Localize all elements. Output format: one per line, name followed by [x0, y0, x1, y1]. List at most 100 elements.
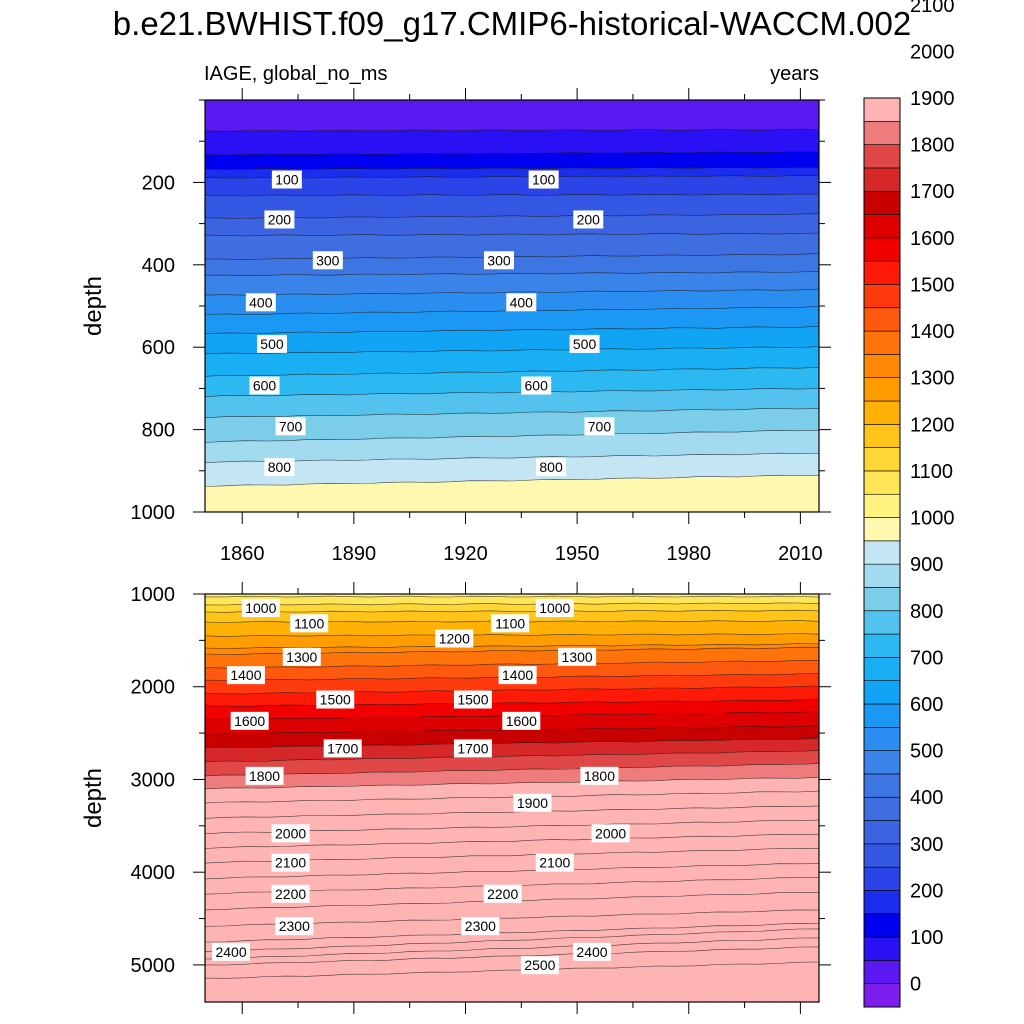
contour-label: 1500 — [453, 690, 492, 709]
contour-label: 2400 — [573, 942, 612, 961]
plot-frame — [204, 593, 820, 1003]
y-tick-label: 600 — [142, 337, 175, 359]
contour-line-2350 — [204, 922, 820, 943]
colorbar-label: 200 — [910, 880, 943, 902]
contour-label-text: 2400 — [576, 944, 607, 960]
contour-line-1550 — [204, 699, 820, 707]
y-tick-label: 800 — [142, 420, 175, 442]
contour-label: 600 — [521, 376, 552, 395]
contour-line-1250 — [204, 633, 820, 637]
x-tick-label: 1860 — [220, 543, 265, 565]
contour-line-2450 — [204, 937, 820, 960]
contour-label-text: 800 — [539, 459, 563, 475]
colorbar-box — [863, 820, 901, 845]
contour-label-text: 1400 — [230, 667, 261, 683]
contour-line-1100 — [204, 602, 820, 606]
contour-label: 700 — [584, 417, 615, 436]
contour-label-text: 300 — [316, 252, 340, 268]
x-tick-label: 1950 — [555, 543, 600, 565]
colorbar-label: 1500 — [910, 274, 955, 296]
contour-line-1700 — [204, 737, 820, 748]
contour-line-2550 — [204, 961, 820, 979]
contour-label-text: 700 — [279, 418, 303, 434]
contour-label-text: 2200 — [487, 886, 518, 902]
contour-label-text: 1300 — [562, 649, 593, 665]
colorbar-label: 1300 — [910, 368, 955, 390]
contour-line-900 — [204, 452, 820, 463]
contour-label: 2200 — [271, 884, 310, 903]
contour-label-text: 2000 — [595, 825, 626, 841]
contour-label-text: 700 — [588, 418, 612, 434]
contour-line-800 — [204, 408, 820, 418]
contour-line-1850 — [204, 776, 820, 790]
colorbar-box — [863, 866, 901, 891]
contour-label: 1300 — [282, 647, 321, 666]
top-panel: 100 100 200 200 300 300 400 400 500 500 600 600 700 7… — [131, 88, 831, 565]
contour-label: 1100 — [290, 614, 329, 633]
colorbar-label: 1800 — [910, 135, 955, 157]
contour-line-1800 — [204, 763, 820, 777]
colorbar-box — [863, 587, 901, 612]
contour-label: 1400 — [498, 666, 537, 685]
colorbar-box — [863, 750, 901, 775]
contour-label-text: 2500 — [524, 957, 555, 973]
contour-line-1050 — [205, 595, 820, 598]
x-tick-label: 1890 — [332, 543, 377, 565]
figure-title: b.e21.BWHIST.f09_g17.CMIP6-historical-WA… — [112, 5, 912, 42]
x-tick-label: 2010 — [778, 543, 823, 565]
contour-line-1750 — [204, 750, 820, 763]
contour-label: 2300 — [275, 917, 314, 936]
colorbar-box — [863, 284, 901, 309]
y-tick-label: 5000 — [131, 955, 176, 977]
colorbar-box — [863, 167, 901, 192]
contour-label: 1100 — [491, 614, 530, 633]
colorbar-box — [863, 260, 901, 285]
colorbar-label: 0 — [910, 974, 921, 996]
contour-line-250 — [204, 193, 820, 197]
contour-label: 1800 — [245, 766, 284, 785]
colorbar-box — [863, 913, 901, 938]
contour-label: 2000 — [591, 824, 630, 843]
y-tick-label: 4000 — [131, 862, 176, 884]
bottom-panel: 1000 1000 1100 1100 1200 1300 1300 1400 1400 1500… — [131, 582, 831, 1014]
colorbar-box — [863, 703, 901, 728]
contour-line-500 — [204, 288, 820, 296]
colorbar-box — [863, 680, 901, 705]
x-tick-label: 1920 — [443, 543, 488, 565]
contour-label-text: 400 — [249, 294, 273, 310]
contour-label: 700 — [275, 417, 306, 436]
colorbar-box — [863, 470, 901, 495]
contour-label-text: 2300 — [465, 918, 496, 934]
contour-line-1500 — [204, 685, 820, 695]
contour-label: 1700 — [453, 739, 492, 758]
contour-label-text: 200 — [268, 211, 292, 227]
contour-label: 500 — [569, 334, 600, 353]
colorbar-box — [863, 330, 901, 355]
colorbar-label: 1100 — [910, 461, 953, 483]
contour-line-1400 — [204, 659, 819, 669]
colorbar-box — [863, 447, 901, 472]
colorbar-box — [863, 540, 901, 565]
contour-label: 1600 — [230, 711, 269, 730]
contour-label: 600 — [249, 376, 280, 395]
colorbar-box — [863, 843, 901, 868]
contour-label-text: 1800 — [584, 768, 615, 784]
contour-label: 1200 — [435, 629, 474, 648]
colorbar-box — [863, 190, 901, 215]
colorbar-label: 100 — [910, 927, 943, 949]
colorbar-box — [863, 610, 901, 635]
contour-label: 1900 — [513, 793, 552, 812]
colorbar-box — [863, 960, 901, 984]
colorbar-box — [863, 936, 901, 961]
contour-label-text: 200 — [577, 211, 601, 227]
contour-line-2150 — [204, 863, 820, 880]
colorbar-box — [863, 727, 901, 751]
contour-line-2500 — [204, 946, 820, 966]
colorbar-label: 1000 — [910, 508, 955, 530]
contour-line-700 — [204, 367, 820, 377]
contour-line-1900 — [204, 790, 820, 804]
colorbar-box — [863, 307, 901, 332]
contour-label-text: 2100 — [539, 855, 570, 871]
colorbar-box — [863, 424, 901, 448]
colorbar-box — [863, 237, 901, 262]
